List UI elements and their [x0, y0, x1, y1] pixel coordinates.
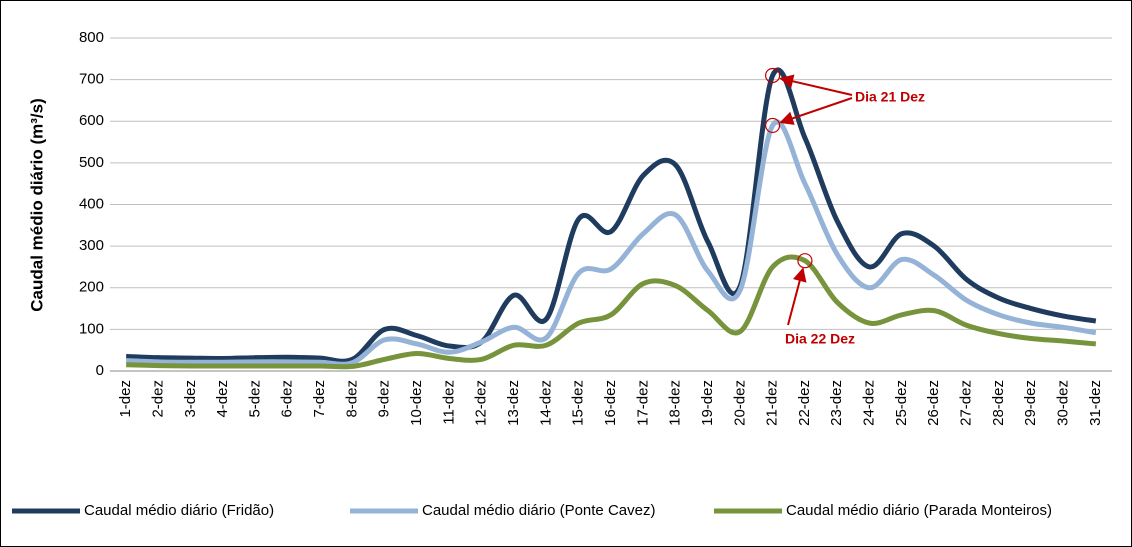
x-tick-label: 16-dez	[602, 380, 619, 426]
x-tick-label: 2-dez	[149, 380, 166, 418]
y-tick-label: 500	[79, 154, 104, 171]
x-tick-label: 24-dez	[861, 380, 878, 426]
highlight-circle	[765, 117, 781, 134]
legend-label: Caudal médio diário (Fridão)	[84, 502, 274, 519]
series-line	[126, 254, 1097, 370]
annotation-arrow	[787, 267, 807, 326]
x-tick-label: 9-dez	[376, 380, 393, 418]
annotation-arrow	[779, 97, 853, 125]
y-tick-label: 0	[96, 362, 104, 379]
x-tick-label: 13-dez	[505, 380, 522, 426]
x-tick-label: 23-dez	[828, 380, 845, 426]
x-tick-label: 27-dez	[958, 380, 975, 426]
series-line	[126, 67, 1097, 364]
x-tick-label: 7-dez	[311, 380, 328, 418]
x-tick-label: 12-dez	[473, 380, 490, 426]
annotation: Dia 21 Dez	[855, 89, 925, 105]
legend-label: Caudal médio diário (Ponte Cavez)	[422, 502, 655, 519]
y-axis-label: Caudal médio diário (m³/s)	[27, 98, 46, 311]
legend-label: Caudal médio diário (Parada Monteiros)	[786, 502, 1052, 519]
x-tick-label: 11-dez	[440, 380, 457, 425]
annotation-arrow	[779, 74, 853, 96]
y-tick-label: 800	[79, 29, 104, 46]
y-tick-label: 400	[79, 195, 104, 212]
y-tick-label: 700	[79, 71, 104, 88]
y-tick-label: 300	[79, 237, 104, 254]
x-tick-label: 31-dez	[1087, 380, 1104, 426]
x-tick-label: 28-dez	[990, 380, 1007, 426]
x-tick-label: 10-dez	[408, 380, 425, 426]
x-tick-label: 20-dez	[731, 380, 748, 426]
x-tick-label: 25-dez	[893, 380, 910, 426]
annotation: Dia 22 Dez	[785, 331, 855, 347]
y-tick-label: 600	[79, 112, 104, 129]
x-tick-label: 19-dez	[699, 380, 716, 426]
x-tick-label: 5-dez	[246, 380, 263, 418]
y-tick-label: 200	[79, 279, 104, 296]
x-tick-label: 3-dez	[182, 380, 199, 418]
x-tick-label: 17-dez	[634, 380, 651, 426]
x-tick-label: 26-dez	[925, 380, 942, 426]
x-tick-label: 29-dez	[1022, 380, 1039, 426]
x-tick-label: 4-dez	[214, 380, 231, 418]
x-tick-label: 30-dez	[1054, 380, 1071, 426]
x-tick-label: 8-dez	[343, 380, 360, 418]
y-tick-label: 100	[79, 320, 104, 337]
series-line	[126, 119, 1097, 367]
x-tick-label: 18-dez	[667, 380, 684, 426]
x-tick-label: 22-dez	[796, 380, 813, 426]
x-tick-label: 15-dez	[570, 380, 587, 426]
x-tick-label: 1-dez	[117, 380, 134, 418]
x-tick-label: 21-dez	[764, 380, 781, 426]
x-tick-label: 14-dez	[537, 380, 554, 426]
x-tick-label: 6-dez	[279, 380, 296, 418]
